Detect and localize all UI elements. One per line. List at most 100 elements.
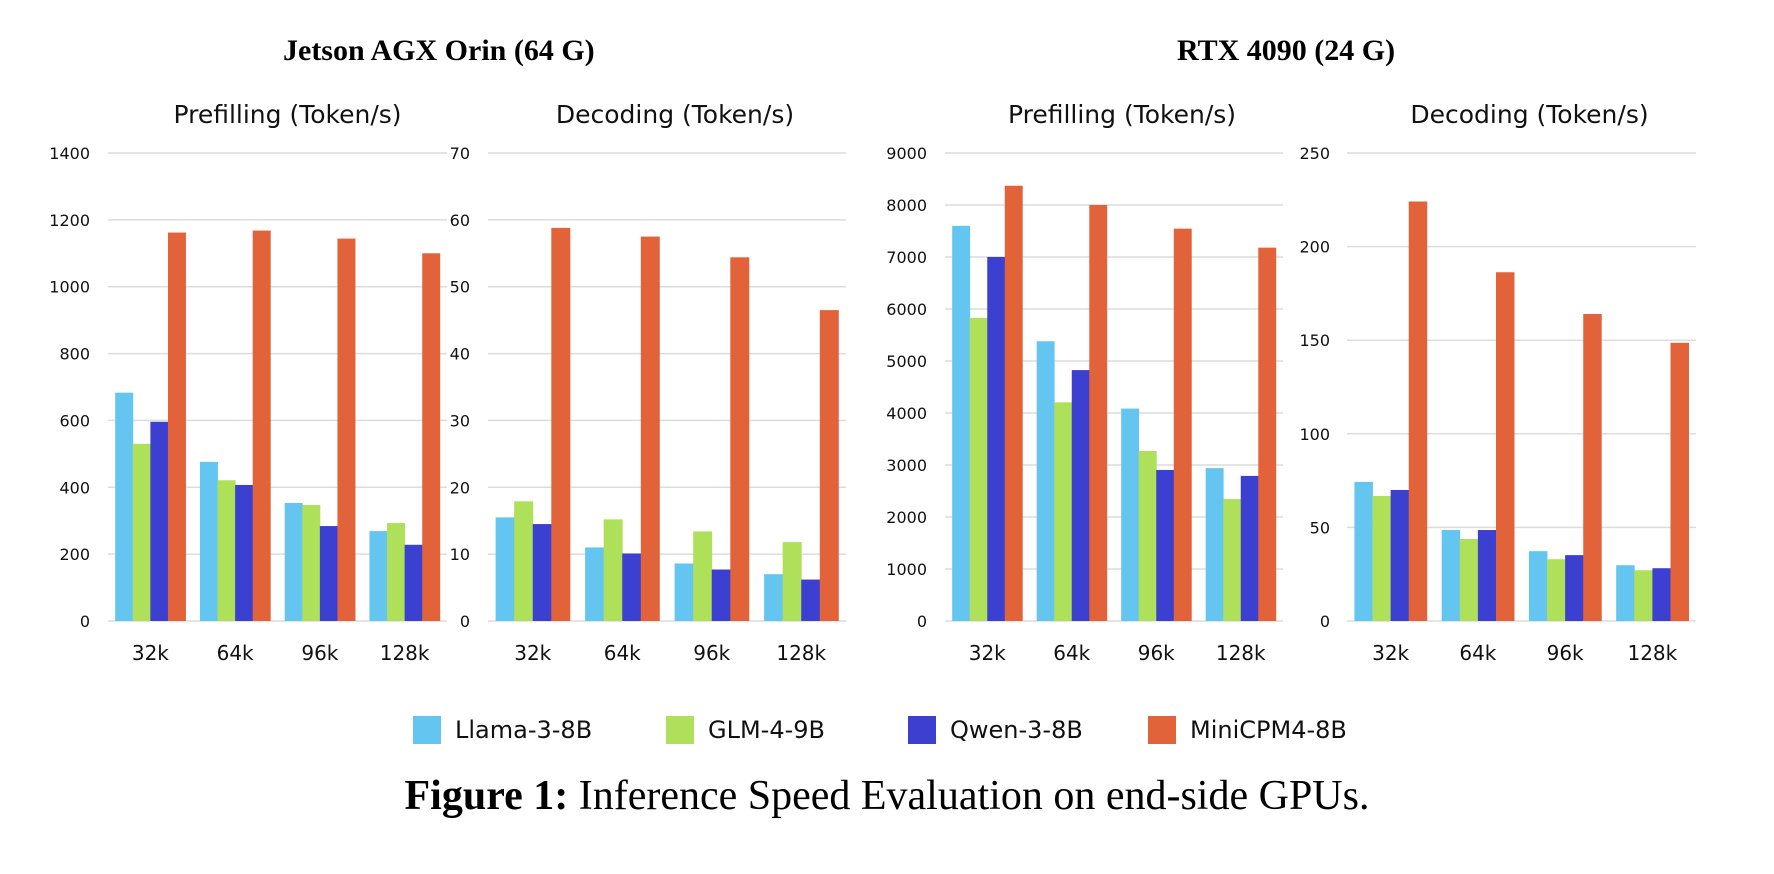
chart-2-ytick-label: 2000 [886, 508, 927, 527]
legend-swatch-glm [666, 716, 694, 744]
chart-2-xtick-label: 64k [1053, 641, 1090, 665]
chart-1-bar-qwen-3-8b-32k [532, 524, 552, 621]
chart-3-ytick-label: 0 [1320, 612, 1330, 631]
chart-2-bar-minicpm4-8b-96k [1173, 228, 1192, 621]
chart-2-title: Prefilling (Token/s) [1008, 100, 1236, 129]
chart-3-ytick-label: 50 [1310, 518, 1330, 537]
chart-3-ytick-label: 200 [1299, 238, 1330, 257]
legend-swatch-llama [413, 716, 441, 744]
chart-2-bar-qwen-3-8b-64k [1071, 370, 1090, 621]
chart-0-ytick-label: 0 [80, 612, 90, 631]
chart-3-bar-glm-4-9b-32k [1372, 495, 1392, 621]
chart-1-bar-glm-4-9b-128k [782, 542, 802, 621]
group-title-rtx: RTX 4090 (24 G) [1177, 34, 1396, 67]
chart-2-bar-qwen-3-8b-128k [1240, 475, 1259, 621]
legend-label-glm: GLM-4-9B [708, 716, 825, 744]
chart-2-ytick-label: 5000 [886, 352, 927, 371]
chart-1-bar-llama-3-8b-64k [585, 547, 605, 621]
chart-3-xtick-label: 128k [1627, 641, 1677, 665]
chart-2-ytick-label: 3000 [886, 456, 927, 475]
chart-0-ytick-label: 1000 [49, 278, 90, 297]
chart-0-bar-glm-4-9b-32k [132, 443, 151, 621]
chart-3-title: Decoding (Token/s) [1410, 100, 1648, 129]
chart-0-ytick-label: 400 [59, 478, 90, 497]
chart-1-bar-minicpm4-8b-64k [640, 236, 660, 621]
chart-1-bar-llama-3-8b-128k [764, 574, 784, 621]
chart-2-bar-llama-3-8b-96k [1121, 408, 1140, 621]
chart-0-title: Prefilling (Token/s) [173, 100, 401, 129]
chart-3-bar-qwen-3-8b-32k [1390, 489, 1410, 621]
chart-0-bar-minicpm4-8b-128k [422, 253, 441, 622]
chart-2-bar-qwen-3-8b-96k [1156, 469, 1175, 621]
chart-0-bar-llama-3-8b-96k [284, 503, 303, 621]
chart-0-ytick-label: 800 [59, 345, 90, 364]
chart-2-xtick-label: 128k [1216, 641, 1266, 665]
chart-0-bar-glm-4-9b-96k [302, 505, 321, 621]
chart-3-bar-llama-3-8b-128k [1616, 565, 1635, 621]
chart-1-bar-minicpm4-8b-32k [551, 227, 571, 621]
chart-2-ytick-label: 4000 [886, 404, 927, 423]
chart-2-bar-minicpm4-8b-64k [1089, 205, 1108, 621]
group-title-jetson: Jetson AGX Orin (64 G) [283, 34, 595, 67]
legend-item-minicpm: MiniCPM4-8B [1148, 713, 1347, 747]
chart-2-bar-glm-4-9b-128k [1223, 499, 1242, 621]
legend-label-llama: Llama-3-8B [455, 716, 593, 744]
chart-1-bar-minicpm4-8b-96k [730, 257, 750, 621]
chart-1-bar-glm-4-9b-64k [603, 519, 623, 621]
chart-0-ytick-label: 1400 [49, 144, 90, 163]
chart-2-bar-glm-4-9b-96k [1138, 450, 1157, 621]
chart-0-xtick-label: 128k [380, 641, 430, 665]
legend-label-qwen: Qwen-3-8B [950, 716, 1083, 744]
chart-2-xtick-label: 32k [969, 641, 1006, 665]
chart-3-bar-minicpm4-8b-64k [1495, 272, 1515, 621]
chart-2-bar-minicpm4-8b-32k [1004, 185, 1023, 621]
chart-3-xtick-label: 32k [1372, 641, 1409, 665]
chart-1-xtick-label: 64k [604, 641, 641, 665]
chart-2-bar-minicpm4-8b-128k [1258, 247, 1277, 621]
chart-2-ytick-label: 1000 [886, 560, 927, 579]
legend-item-qwen: Qwen-3-8B [908, 713, 1083, 747]
chart-3-ytick-label: 250 [1299, 144, 1330, 163]
chart-1-xtick-label: 128k [776, 641, 826, 665]
chart-3-bar-minicpm4-8b-96k [1583, 313, 1602, 621]
chart-1-ytick-label: 40 [450, 345, 470, 364]
chart-0-bar-llama-3-8b-128k [369, 531, 388, 621]
figure-caption: Figure 1: Inference Speed Evaluation on … [0, 772, 1774, 820]
chart-3-bar-qwen-3-8b-128k [1652, 568, 1671, 621]
chart-2-bar-qwen-3-8b-32k [987, 257, 1006, 621]
chart-1-bar-glm-4-9b-32k [514, 501, 534, 621]
chart-3-bar-glm-4-9b-64k [1459, 539, 1479, 621]
chart-0-bar-qwen-3-8b-64k [235, 484, 254, 621]
chart-3-bar-glm-4-9b-96k [1547, 559, 1566, 621]
chart-2-ytick-label: 8000 [886, 196, 927, 215]
chart-3-bar-llama-3-8b-64k [1441, 530, 1461, 621]
chart-1-bar-llama-3-8b-32k [495, 517, 515, 621]
chart-0-bar-qwen-3-8b-32k [150, 421, 169, 621]
chart-0-xtick-label: 64k [217, 641, 254, 665]
legend-item-llama: Llama-3-8B [413, 713, 592, 747]
chart-1-bar-qwen-3-8b-128k [801, 579, 821, 621]
chart-0-bar-glm-4-9b-64k [217, 480, 236, 621]
chart-1-ytick-label: 10 [450, 545, 470, 564]
chart-1-ytick-label: 20 [450, 478, 470, 497]
chart-1-ytick-label: 30 [450, 411, 470, 430]
chart-2-ytick-label: 7000 [886, 248, 927, 267]
chart-1-ytick-label: 0 [460, 612, 470, 631]
chart-0-xtick-label: 32k [132, 641, 169, 665]
chart-1-bar-llama-3-8b-96k [674, 563, 694, 621]
chart-2-ytick-label: 0 [917, 612, 927, 631]
chart-3-ytick-label: 100 [1299, 425, 1330, 444]
chart-0-ytick-label: 1200 [49, 211, 90, 230]
chart-1-bar-qwen-3-8b-64k [622, 553, 642, 621]
chart-2-ytick-label: 6000 [886, 300, 927, 319]
chart-0-ytick-label: 200 [59, 545, 90, 564]
chart-0-bar-glm-4-9b-128k [387, 523, 406, 621]
legend-swatch-minicpm [1148, 716, 1176, 744]
legend-label-minicpm: MiniCPM4-8B [1190, 716, 1347, 744]
chart-0-xtick-label: 96k [301, 641, 338, 665]
chart-1-ytick-label: 50 [450, 278, 470, 297]
chart-3-ytick-label: 150 [1299, 331, 1330, 350]
chart-0-bar-minicpm4-8b-64k [252, 230, 271, 622]
legend-swatch-qwen [908, 716, 936, 744]
chart-1-ytick-label: 70 [450, 144, 470, 163]
